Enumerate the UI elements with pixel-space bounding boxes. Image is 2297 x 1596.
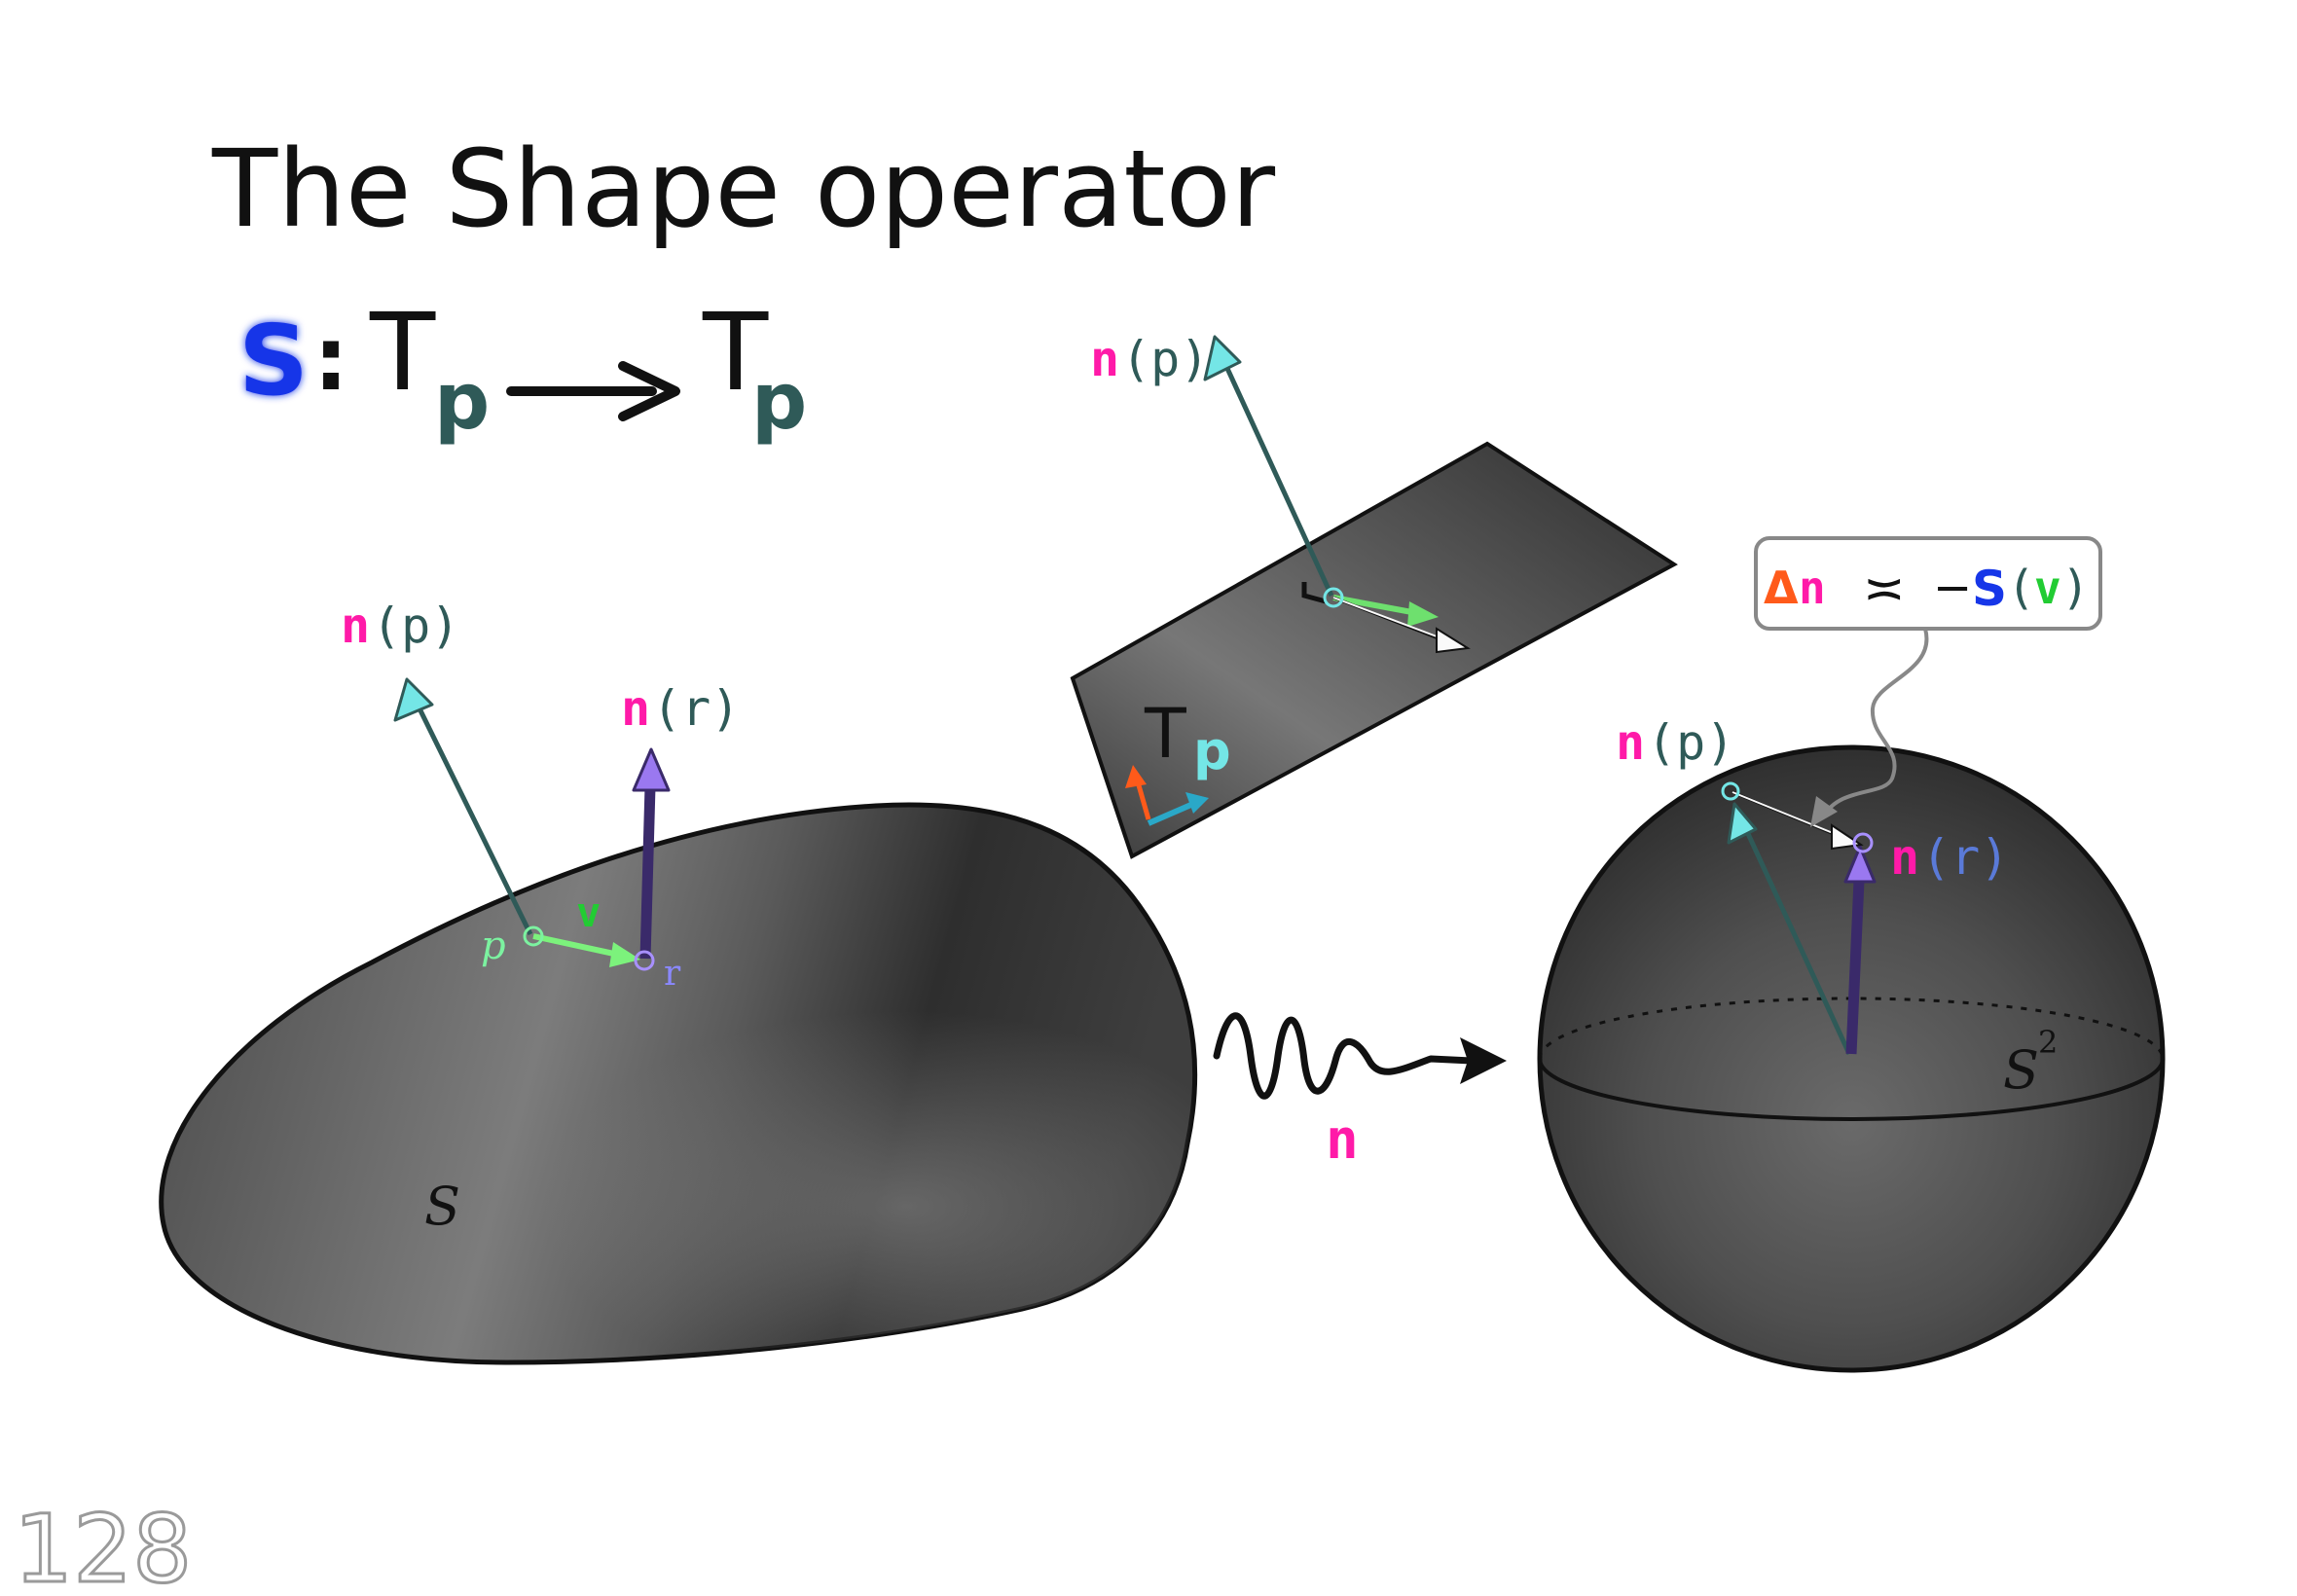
tangent-plane-delta-n-arrow (1332, 596, 1471, 654)
sphere-normal-p-arg: (p) (1647, 714, 1734, 771)
sphere-label: S (2003, 1039, 2039, 1101)
surface-label: S (424, 1176, 460, 1237)
surface-normal-p-arg: (p) (372, 598, 459, 654)
surface-vector-v-label: v (576, 889, 601, 936)
callout-S: S (1972, 561, 2007, 617)
sphere-label-superscript: 2 (2038, 1024, 2058, 1061)
surface-S: S p r v n (p) n (r) (159, 598, 1198, 1365)
sphere-normal-p-label: n (p) (1616, 714, 1734, 771)
surface-normal-r-label: n (r) (621, 680, 740, 737)
right-angle-mark (1301, 582, 1327, 604)
formula-arrow (506, 361, 680, 421)
formula-codomain-T: T (702, 290, 769, 415)
sphere-point-r-marker (1852, 832, 1874, 853)
callout-minus: − (1933, 561, 1972, 615)
surface-normal-p-arrow (393, 677, 533, 936)
surface-point-p-label: p (481, 924, 506, 968)
sphere-normal-r-arg: (r) (1921, 829, 2009, 886)
callout-pointer (1822, 628, 1929, 817)
sphere-normal-p-n: n (1616, 714, 1645, 771)
tangent-plane-label-sub: p (1193, 720, 1231, 781)
formula-domain-sub: p (434, 356, 490, 447)
formula-codomain-sub: p (751, 356, 807, 447)
tangent-plane-normal-arg: (p) (1121, 331, 1209, 387)
sphere-normal-p-arrow (1727, 802, 1852, 1056)
unit-sphere: S 2 n (p) n (r) (1537, 714, 2166, 1373)
surface-point-r-label: r (664, 954, 681, 994)
delta-n-callout: Δ n ≍ − S ( v ) (1754, 536, 2102, 827)
gauss-map-label: n (1326, 1108, 1359, 1172)
shape-operator-formula: S : T p T p (238, 290, 807, 447)
tangent-plane-normal-n: n (1090, 331, 1119, 387)
gauss-map-arrow (1213, 1012, 1507, 1100)
sphere-normal-r-label: n (r) (1890, 829, 2009, 886)
sphere-normal-r-arrow (1843, 845, 1877, 1055)
surface-normal-p-label: n (p) (341, 598, 459, 654)
sphere-normal-r-n: n (1890, 829, 1919, 886)
callout-v: v (2034, 562, 2061, 614)
surface-point-p-marker (523, 925, 544, 947)
callout-delta: Δ (1764, 562, 1799, 614)
tangent-plane-normal-label: n (p) (1090, 331, 1209, 387)
tangent-plane-point-marker (1323, 587, 1344, 608)
formula-operator-S: S (238, 304, 309, 417)
sphere-equator-front (1538, 1058, 2165, 1121)
page-title: The Shape operator (211, 127, 1276, 251)
callout-box (1754, 536, 2102, 631)
callout-open-paren: ( (2007, 561, 2035, 615)
formula-domain-T: T (369, 290, 436, 415)
sphere-point-p-marker (1721, 781, 1740, 801)
tangent-plane-basis-arrows (1125, 765, 1209, 826)
formula-colon: : (313, 308, 348, 411)
page-number: 128 (14, 1495, 192, 1596)
tangent-plane-body (1070, 441, 1678, 859)
tangent-plane: T p n (p) (1070, 331, 1678, 859)
surface-normal-r-n: n (621, 680, 650, 737)
tangent-plane-label-T: T (1144, 694, 1186, 774)
callout-close-paren: ) (2061, 561, 2090, 615)
surface-point-r-marker (634, 950, 655, 971)
surface-normal-r-arrow (632, 747, 671, 960)
callout-approx: ≍ (1863, 560, 1906, 618)
tangent-plane-normal-arrow (1203, 335, 1334, 598)
callout-n: n (1799, 562, 1826, 614)
surface-normal-r-arg: (r) (652, 680, 740, 737)
tangent-plane-vector-v-arrow (1332, 595, 1439, 627)
surface-normal-p-n: n (341, 598, 370, 654)
surface-vector-v-arrow (532, 933, 640, 967)
